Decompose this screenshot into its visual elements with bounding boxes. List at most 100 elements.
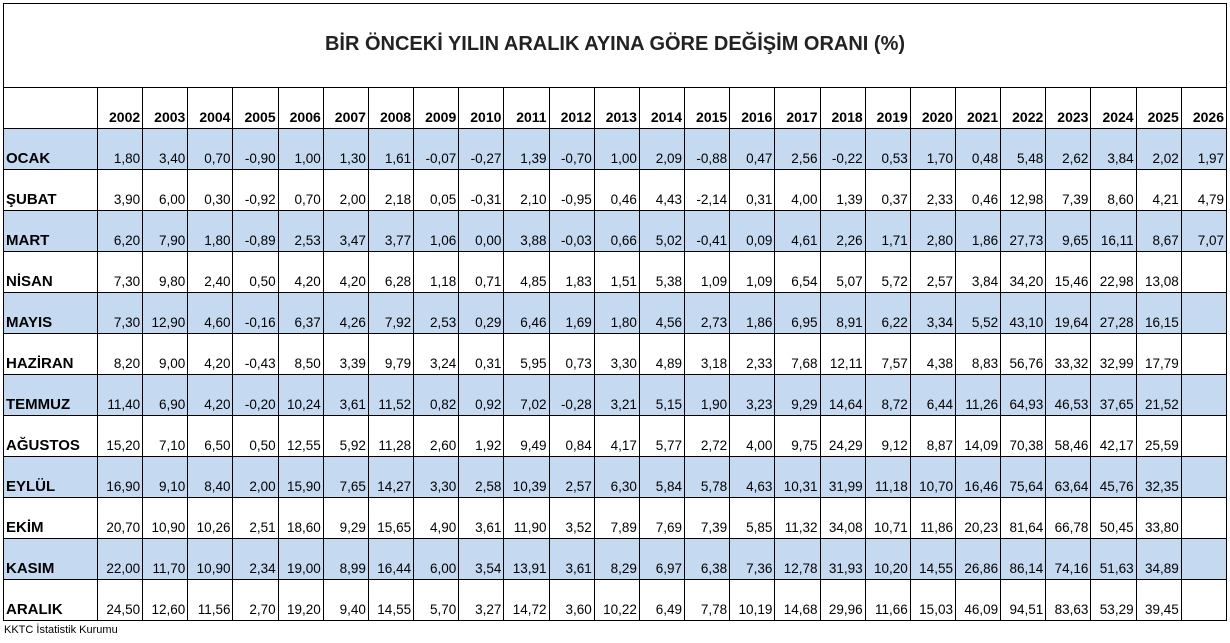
column-header: 2016 — [729, 87, 776, 129]
value-cell: 63,64 — [1045, 456, 1092, 498]
value-cell: 4,26 — [322, 292, 369, 334]
value-cell: 8,60 — [1090, 169, 1137, 211]
value-cell: 7,30 — [96, 251, 144, 293]
value-cell: 2,33 — [729, 333, 776, 375]
value-cell: 7,10 — [142, 415, 189, 457]
value-cell: 1,00 — [277, 128, 324, 170]
value-cell: 6,20 — [96, 210, 144, 252]
value-cell: 3,30 — [593, 333, 640, 375]
value-cell: 4,85 — [503, 251, 550, 293]
column-header: 2026 — [1180, 87, 1228, 129]
value-cell: 15,90 — [277, 456, 324, 498]
value-cell: -0,92 — [232, 169, 279, 211]
value-cell: 6,46 — [503, 292, 550, 334]
value-cell: 11,40 — [96, 374, 144, 416]
column-header: 2024 — [1090, 87, 1137, 129]
value-cell: 6,95 — [774, 292, 821, 334]
value-cell: 27,73 — [1000, 210, 1047, 252]
value-cell: 2,56 — [774, 128, 821, 170]
value-cell: 4,21 — [1135, 169, 1182, 211]
value-cell: 51,63 — [1090, 538, 1137, 580]
value-cell: 3,52 — [548, 497, 595, 539]
value-cell: 2,60 — [413, 415, 460, 457]
value-cell: 7,78 — [684, 579, 731, 621]
value-cell: 7,57 — [864, 333, 911, 375]
value-cell: -0,95 — [548, 169, 595, 211]
value-cell: 1,30 — [322, 128, 369, 170]
value-cell: 3,39 — [322, 333, 369, 375]
value-cell: 7,39 — [1045, 169, 1092, 211]
value-cell: 2,09 — [638, 128, 686, 170]
value-cell: 34,89 — [1135, 538, 1182, 580]
value-cell: 5,92 — [322, 415, 369, 457]
row-label: NİSAN — [3, 251, 98, 293]
title-row: BİR ÖNCEKİ YILIN ARALIK AYINA GÖRE DEĞİŞ… — [3, 3, 1227, 88]
value-cell: 12,98 — [1000, 169, 1047, 211]
value-cell: 7,39 — [684, 497, 731, 539]
empty-cell — [1180, 292, 1228, 334]
value-cell: 0,92 — [458, 374, 505, 416]
column-header: 2007 — [322, 87, 369, 129]
value-cell: 1,00 — [593, 128, 640, 170]
value-cell: 7,92 — [367, 292, 415, 334]
value-cell: 3,60 — [548, 579, 595, 621]
data-row: MART 6,20 7,90 1,80 -0,89 2,53 3,47 3,77 1,06 0,0… — [3, 210, 1228, 252]
value-cell: 3,27 — [458, 579, 505, 621]
row-label: ŞUBAT — [3, 169, 98, 211]
column-header: 2013 — [593, 87, 640, 129]
value-cell: -0,43 — [232, 333, 279, 375]
column-header: 2011 — [503, 87, 550, 129]
column-header: 2002 — [96, 87, 144, 129]
value-cell: 25,59 — [1135, 415, 1182, 457]
value-cell: 31,99 — [819, 456, 866, 498]
value-cell: 1,39 — [503, 128, 550, 170]
value-cell: 2,80 — [909, 210, 956, 252]
empty-cell — [1180, 497, 1228, 539]
value-cell: 1,90 — [684, 374, 731, 416]
row-label: ARALIK — [3, 579, 98, 621]
value-cell: 7,69 — [638, 497, 686, 539]
value-cell: 10,90 — [142, 497, 189, 539]
column-header: 2004 — [187, 87, 234, 129]
value-cell: 33,80 — [1135, 497, 1182, 539]
value-cell: 14,68 — [774, 579, 821, 621]
value-cell: -0,27 — [458, 128, 505, 170]
value-cell: 18,60 — [277, 497, 324, 539]
value-cell: 2,57 — [909, 251, 956, 293]
value-cell: 33,32 — [1045, 333, 1092, 375]
column-header: 2010 — [458, 87, 505, 129]
value-cell: 7,90 — [142, 210, 189, 252]
value-cell: 8,20 — [96, 333, 144, 375]
value-cell: 21,52 — [1135, 374, 1182, 416]
value-cell: 5,95 — [503, 333, 550, 375]
value-cell: 4,20 — [277, 251, 324, 293]
value-cell: 31,93 — [819, 538, 866, 580]
value-cell: -2,14 — [684, 169, 731, 211]
data-row: ARALIK 24,50 12,60 11,56 2,70 19,20 9,40 14,55 5… — [3, 579, 1228, 621]
value-cell: 32,35 — [1135, 456, 1182, 498]
column-header: 2022 — [1000, 87, 1047, 129]
value-cell: 6,37 — [277, 292, 324, 334]
row-label: AĞUSTOS — [3, 415, 98, 457]
table: BİR ÖNCEKİ YILIN ARALIK AYINA GÖRE DEĞİŞ… — [3, 3, 1228, 621]
value-cell: 0,30 — [187, 169, 234, 211]
value-cell: 10,90 — [187, 538, 234, 580]
value-cell: 27,28 — [1090, 292, 1137, 334]
value-cell: 19,20 — [277, 579, 324, 621]
value-cell: 22,00 — [96, 538, 144, 580]
data-row: ŞUBAT 3,90 6,00 0,30 -0,92 0,70 2,00 2,18 0,05 -0… — [3, 169, 1228, 211]
value-cell: 3,54 — [458, 538, 505, 580]
value-cell: 7,89 — [593, 497, 640, 539]
value-cell: 34,08 — [819, 497, 866, 539]
value-cell: 10,70 — [909, 456, 956, 498]
empty-cell — [1180, 374, 1228, 416]
value-cell: -0,03 — [548, 210, 595, 252]
value-cell: 9,80 — [142, 251, 189, 293]
column-header: 2021 — [954, 87, 1002, 129]
value-cell: 64,93 — [1000, 374, 1047, 416]
value-cell: 94,51 — [1000, 579, 1047, 621]
value-cell: 4,20 — [187, 374, 234, 416]
column-header: 2014 — [638, 87, 686, 129]
value-cell: 9,10 — [142, 456, 189, 498]
